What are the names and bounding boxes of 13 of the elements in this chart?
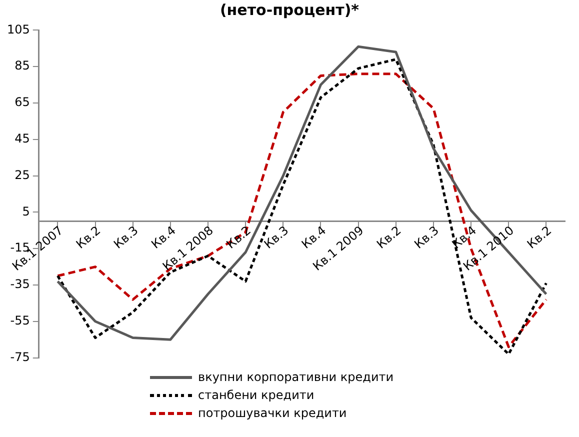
legend-label: вкупни корпоративни кредити [198, 370, 394, 384]
chart-title: (нето-процент)* [218, 0, 360, 20]
y-tick-label: 65 [14, 95, 30, 110]
y-tick-label: -35 [10, 277, 30, 292]
y-tick-label: 105 [7, 22, 30, 36]
y-tick-label: -75 [10, 350, 30, 364]
legend-label: станбени кредити [198, 388, 314, 402]
legend-label: потрошувачки кредити [198, 406, 347, 420]
y-tick-label: 5 [22, 204, 30, 218]
y-tick-label: 45 [14, 132, 30, 146]
y-tick-label: 25 [14, 168, 30, 182]
y-tick-label: -55 [10, 314, 30, 328]
y-tick-label: 85 [14, 58, 30, 73]
